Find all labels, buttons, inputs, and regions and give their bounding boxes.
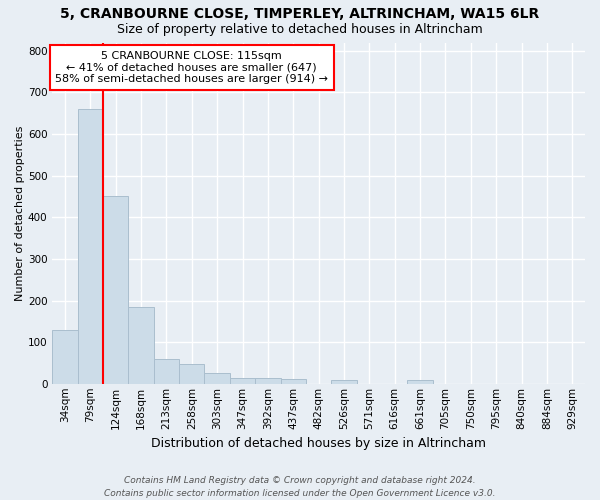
- Bar: [154, 359, 179, 384]
- Y-axis label: Number of detached properties: Number of detached properties: [15, 126, 25, 301]
- Text: 5, CRANBOURNE CLOSE, TIMPERLEY, ALTRINCHAM, WA15 6LR: 5, CRANBOURNE CLOSE, TIMPERLEY, ALTRINCH…: [61, 8, 539, 22]
- Bar: [331, 380, 356, 384]
- Bar: [281, 379, 306, 384]
- Bar: [205, 372, 230, 384]
- Text: 5 CRANBOURNE CLOSE: 115sqm
← 41% of detached houses are smaller (647)
58% of sem: 5 CRANBOURNE CLOSE: 115sqm ← 41% of deta…: [55, 51, 328, 84]
- Bar: [52, 330, 77, 384]
- Bar: [77, 109, 103, 384]
- Bar: [255, 378, 281, 384]
- Bar: [407, 380, 433, 384]
- Bar: [179, 364, 205, 384]
- Bar: [103, 196, 128, 384]
- Text: Size of property relative to detached houses in Altrincham: Size of property relative to detached ho…: [117, 22, 483, 36]
- Bar: [230, 378, 255, 384]
- Text: Contains HM Land Registry data © Crown copyright and database right 2024.
Contai: Contains HM Land Registry data © Crown c…: [104, 476, 496, 498]
- X-axis label: Distribution of detached houses by size in Altrincham: Distribution of detached houses by size …: [151, 437, 486, 450]
- Bar: [128, 307, 154, 384]
